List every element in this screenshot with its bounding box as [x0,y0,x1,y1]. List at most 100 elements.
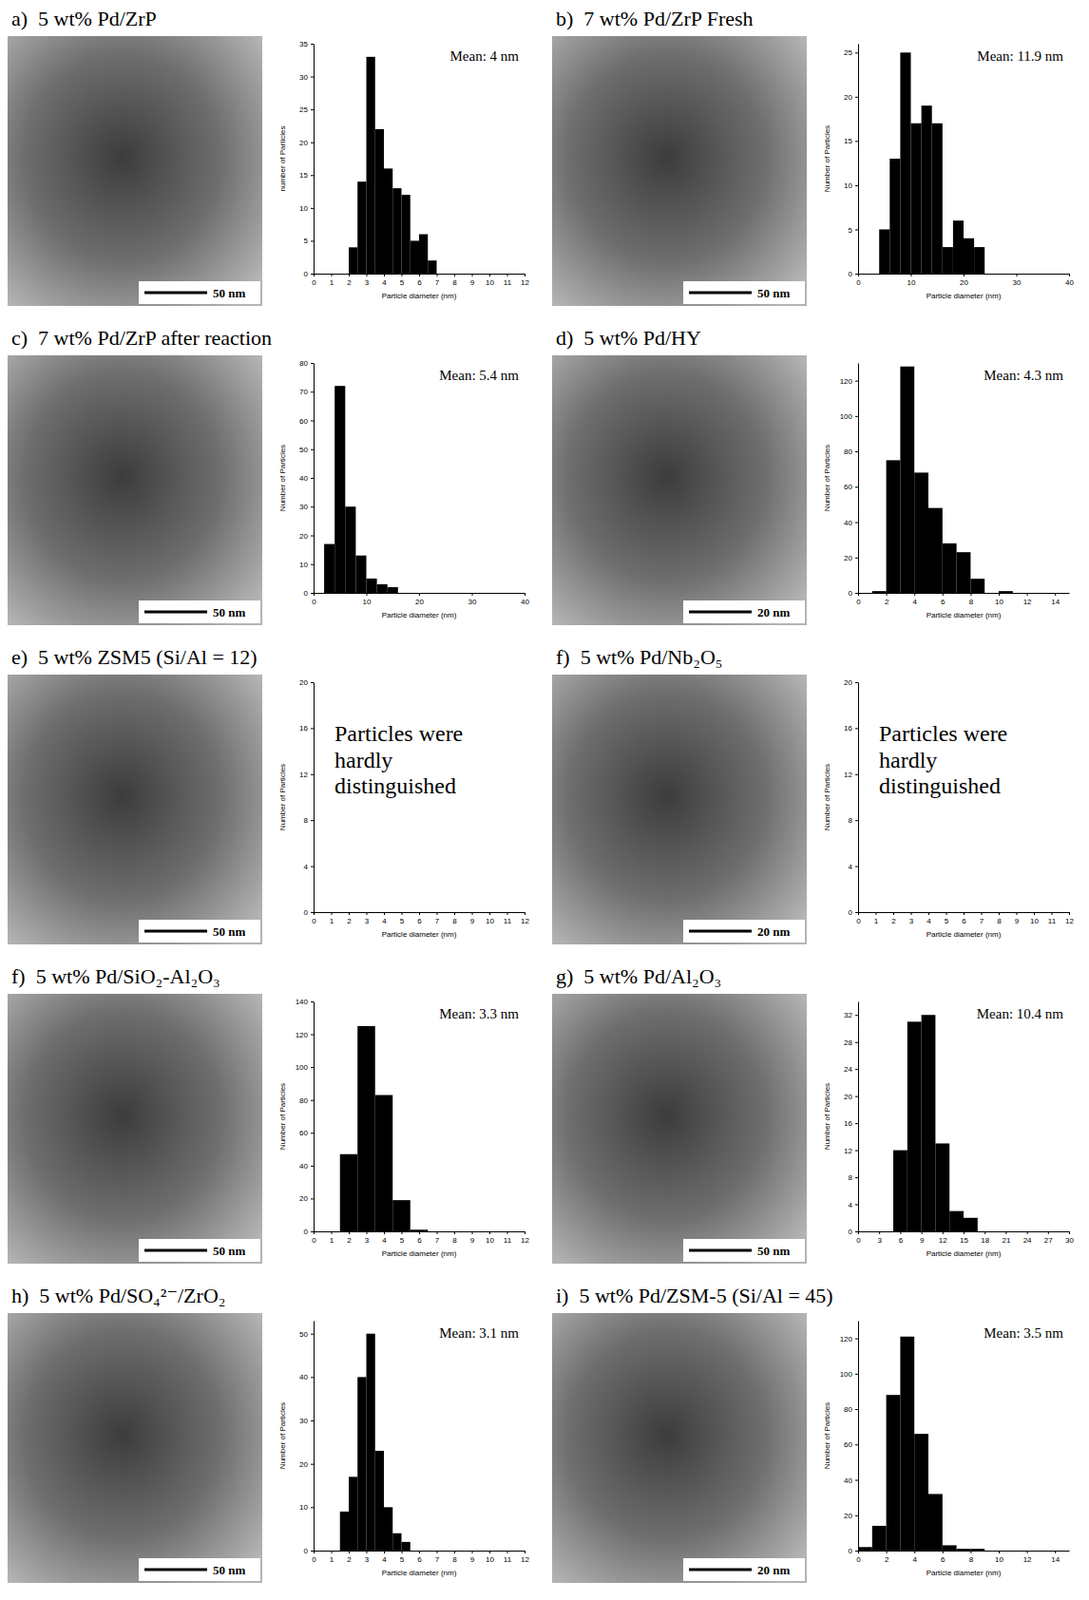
y-tick-label: 0 [848,269,854,279]
histogram: 012345678910111205101520253035Particle d… [278,39,530,301]
y-tick-label: 100 [840,412,854,421]
histogram-bar [324,544,335,593]
y-tick-label: 140 [295,997,309,1007]
y-tick-mark [310,420,314,422]
y-tick-mark [310,592,314,594]
x-tick-label: 2 [346,917,352,926]
y-tick: 20 [299,532,314,541]
x-tick: 9 [919,1231,925,1245]
x-tick-mark [970,592,972,596]
x-tick-mark [899,1231,901,1235]
y-tick-mark [855,140,859,142]
x-tick: 3 [364,1550,370,1565]
histogram-bar [942,543,957,593]
x-tick: 10 [485,912,495,926]
y-tick: 20 [299,1460,314,1470]
x-tick: 10 [363,592,372,607]
y-axis-title: Number of Particles [278,764,287,831]
scale-bar-line [144,930,208,934]
panel-title: d) 5 wt% Pd/HY [555,325,702,350]
x-tick-label: 8 [969,1555,975,1565]
x-tick: 4 [382,1231,387,1245]
y-axis-title: Number of Particles [822,1083,832,1150]
y-tick-label: 40 [299,474,308,483]
scale-bar-line [688,1568,752,1572]
x-tick: 0 [311,273,317,287]
x-tick-label: 7 [435,917,440,926]
y-tick-label: 0 [304,589,309,598]
y-tick-label: 30 [299,73,308,82]
scale-bar: 50 nm [138,1558,261,1582]
y-tick-mark [855,1550,859,1552]
y-tick-mark [310,1132,314,1134]
y-tick-mark [855,522,859,524]
histogram-bar [932,123,943,274]
y-tick-mark [310,43,314,45]
y-tick: 20 [843,1511,859,1521]
x-tick-label: 7 [435,1555,440,1565]
x-tick-label: 9 [470,917,476,926]
histogram-bar [392,188,402,274]
y-tick: 20 [299,678,314,688]
x-tick-label: 11 [1048,917,1057,926]
tem-image-area [552,993,807,1264]
y-tick-mark [310,174,314,176]
x-tick-label: 10 [907,278,917,287]
y-tick: 25 [299,105,314,115]
y-tick-label: 40 [299,1373,308,1382]
y-tick: 80 [843,447,859,457]
scale-bar-background [138,919,261,943]
y-tick-mark [310,142,314,144]
x-tick: 6 [417,1550,422,1565]
y-tick-label: 120 [840,1335,854,1344]
panel-title: e) 5 wt% ZSM5 (Si/Al = 12) [11,645,258,669]
x-tick: 10 [1030,912,1039,926]
y-axis-line [313,683,315,914]
y-tick-mark [855,1204,859,1206]
panel-title: g) 5 wt% Pd/Al₂O₃ [555,964,722,989]
y-tick-mark [310,1334,314,1336]
scale-bar-line [688,611,752,614]
x-tick: 8 [452,1231,458,1245]
x-tick: 7 [435,273,440,287]
x-tick: 3 [909,912,915,926]
x-tick-mark [524,592,526,596]
y-tick-label: 50 [299,445,308,455]
x-tick-label: 1 [874,917,879,926]
y-tick-label: 25 [843,48,853,58]
x-tick-mark [886,1550,888,1554]
y-tick: 100 [840,412,859,421]
x-tick: 8 [452,912,458,926]
scale-bar-label: 20 nm [757,605,790,620]
x-tick-label: 6 [940,1555,946,1565]
histogram-bar [344,506,356,593]
y-axis: 020406080100120 [840,1321,860,1557]
y-tick-mark [310,273,314,275]
scale-bar-line [144,611,208,614]
y-tick-mark [855,682,859,684]
x-axis: 0123456789101112 [856,912,1074,926]
y-axis: 020406080100120140 [295,997,315,1237]
histogram-bar [410,1229,429,1232]
scale-bar-background [683,281,805,305]
x-tick: 9 [470,1231,476,1245]
note-line: distinguished [878,773,1001,799]
x-tick: 1 [329,273,335,287]
scale-bar-line [688,1249,752,1253]
histogram-bar [375,1095,394,1232]
panel: i) 5 wt% Pd/ZSM-5 (Si/Al = 45)20 nm02468… [552,1283,1070,1584]
x-tick-label: 9 [470,278,476,287]
x-tick-mark [942,1231,944,1235]
bars [872,366,1013,593]
x-axis: 02468101214 [856,592,1070,607]
x-tick-label: 12 [1065,917,1074,926]
scale-bar-label: 50 nm [757,1243,790,1259]
x-tick-mark [437,1231,439,1235]
x-tick: 12 [1065,912,1074,926]
histogram-bar [984,592,999,594]
y-tick: 50 [299,445,314,455]
y-tick-label: 40 [843,518,853,528]
x-tick-label: 0 [856,597,861,607]
scale-bar-background [138,1239,261,1262]
y-tick: 40 [299,1373,314,1382]
